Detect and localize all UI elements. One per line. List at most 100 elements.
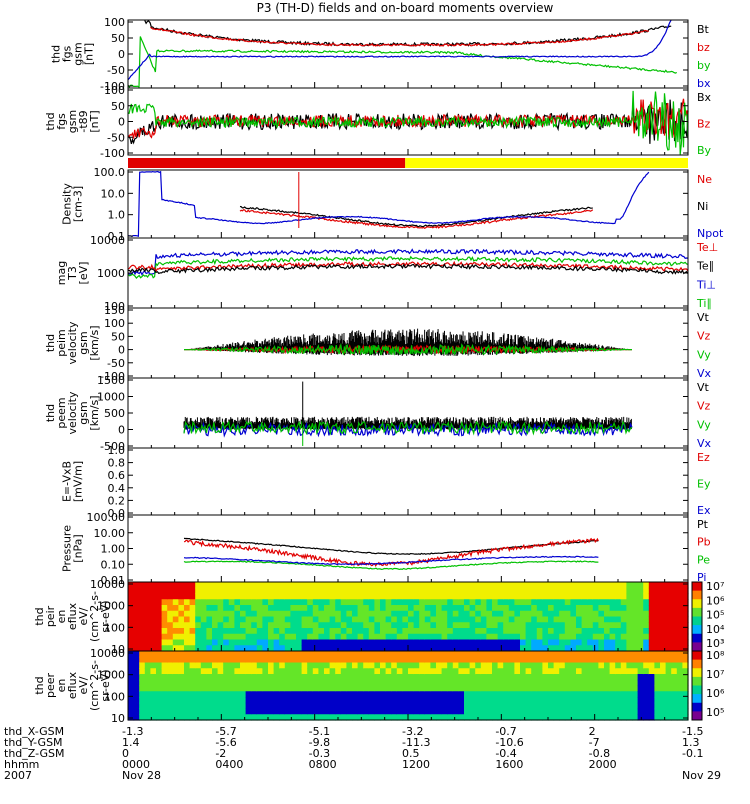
spectro-cell	[307, 656, 314, 664]
spectro-cell	[279, 599, 286, 606]
spectro-cell	[671, 610, 678, 618]
spectro-cell	[128, 628, 135, 635]
spectro-cell	[273, 691, 280, 698]
spectro-cell	[217, 651, 224, 658]
spectro-cell	[161, 622, 168, 629]
spectro-cell	[475, 582, 482, 589]
spectro-cell	[682, 628, 689, 635]
spectro-cell	[256, 605, 263, 612]
spectro-cell	[531, 599, 538, 606]
spectro-cell	[329, 587, 336, 595]
spectro-cell	[520, 651, 527, 658]
spectro-cell	[587, 679, 594, 687]
spectro-cell	[637, 645, 644, 652]
spectro-cell	[452, 668, 459, 675]
spectro-cell	[548, 714, 555, 721]
spectro-cell	[296, 639, 303, 646]
spectro-cell	[570, 616, 577, 623]
ylabel-line: sr-eV)	[99, 669, 112, 701]
spectro-cell	[161, 639, 168, 646]
spectro-cell	[391, 668, 398, 675]
spectro-cell	[228, 645, 235, 652]
spectro-cell	[144, 645, 151, 652]
spectro-cell	[626, 714, 633, 721]
spectro-cell	[592, 582, 599, 589]
spectro-cell	[396, 679, 403, 687]
legend-entry: Vt	[697, 381, 710, 394]
spectro-cell	[139, 593, 146, 600]
spectro-cell	[374, 679, 381, 687]
spectro-cell	[592, 685, 599, 692]
spectro-cell	[441, 610, 448, 618]
spectro-cell	[469, 582, 476, 589]
legend-entry: By	[697, 144, 712, 157]
spectro-cell	[312, 633, 319, 641]
spectro-cell	[531, 708, 538, 715]
spectro-cell	[284, 674, 291, 681]
spectro-cell	[139, 679, 146, 687]
spectro-cell	[402, 616, 409, 623]
spectro-cell	[531, 656, 538, 664]
spectro-cell	[284, 622, 291, 629]
spectro-cell	[240, 616, 247, 623]
spectro-cell	[441, 628, 448, 635]
spectro-cell	[340, 668, 347, 675]
spectro-cell	[525, 582, 532, 589]
spectro-cell	[452, 679, 459, 687]
spectro-cell	[682, 593, 689, 600]
spectro-cell	[576, 645, 583, 652]
spectro-cell	[363, 593, 370, 600]
spectro-cell	[542, 685, 549, 692]
spectro-cell	[531, 582, 538, 589]
spectro-cell	[284, 651, 291, 658]
spectro-cell	[676, 656, 683, 664]
xaxis-row-label: hhmm	[4, 758, 39, 771]
spectro-cell	[329, 605, 336, 612]
vy-line	[183, 420, 633, 436]
spectro-cell	[408, 674, 415, 681]
spectro-cell	[497, 605, 504, 612]
spectro-cell	[284, 599, 291, 606]
spectro-cell	[592, 668, 599, 675]
ytick-label: 0.10	[101, 558, 126, 571]
spectro-cell	[469, 633, 476, 641]
spectro-cell	[296, 714, 303, 721]
spectro-cell	[676, 610, 683, 618]
ylabel-line: [cm-3]	[72, 186, 85, 222]
spectro-cell	[581, 639, 588, 646]
colorbar-segment	[692, 651, 702, 661]
spectro-cell	[279, 714, 286, 721]
spectro-cell	[161, 605, 168, 612]
spectro-cell	[150, 679, 157, 687]
spectro-cell	[497, 685, 504, 692]
spectro-cell	[615, 628, 622, 635]
spectro-cell	[609, 679, 616, 687]
spectro-cell	[279, 593, 286, 600]
spectro-cell	[536, 656, 543, 664]
spectro-cell	[620, 656, 627, 664]
spectro-cell	[458, 582, 465, 589]
spectro-cell	[576, 662, 583, 669]
spectro-cell	[615, 639, 622, 646]
spectro-cell	[469, 616, 476, 623]
spectro-cell	[268, 651, 275, 658]
spectro-cell	[469, 593, 476, 600]
spectro-cell	[514, 702, 521, 710]
spectro-cell	[408, 628, 415, 635]
spectro-cell	[329, 708, 336, 715]
spectro-cell	[324, 679, 331, 687]
spectro-cell	[637, 610, 644, 618]
spectro-cell	[335, 691, 342, 698]
spectro-cell	[189, 651, 196, 658]
t89-by-line	[127, 90, 689, 155]
spectro-cell	[480, 702, 487, 710]
spectro-cell	[273, 656, 280, 664]
spectro-cell	[480, 708, 487, 715]
spectro-cell	[424, 616, 431, 623]
e-field-frame	[127, 447, 689, 516]
spectro-cell	[676, 645, 683, 652]
spectro-cell	[206, 599, 213, 606]
spectro-cell	[161, 633, 168, 641]
spectro-cell	[391, 599, 398, 606]
ylabel-line: mag	[55, 261, 68, 285]
